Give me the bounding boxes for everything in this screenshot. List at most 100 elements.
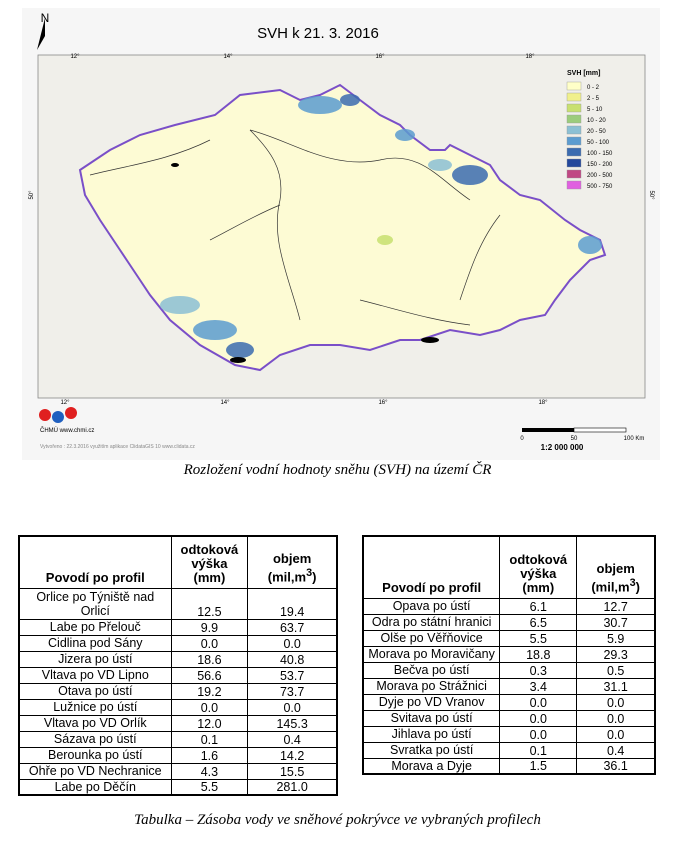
table-cell: 12.0 bbox=[170, 714, 249, 732]
map-title: SVH k 21. 3. 2016 bbox=[257, 25, 379, 42]
country-outline bbox=[78, 83, 607, 372]
scale-bar bbox=[522, 428, 574, 432]
table-cell: 19.4 bbox=[247, 587, 338, 620]
snow-patch bbox=[193, 320, 237, 340]
lake bbox=[421, 337, 439, 343]
table-cell: 0.1 bbox=[499, 741, 578, 759]
table-cell: Vltava po VD Orlík bbox=[18, 714, 172, 732]
table-row: Sázava po ústí 0.1 0.4 bbox=[18, 730, 338, 748]
header-cell: odtoková výška (mm) bbox=[499, 535, 578, 599]
lon-label: 14° bbox=[220, 400, 230, 406]
logo-text: ČHMÚ www.chmi.cz bbox=[40, 427, 94, 434]
north-arrow bbox=[37, 18, 45, 50]
table-row: Jihlava po ústí 0.0 0.0 bbox=[362, 725, 656, 743]
legend-swatch bbox=[566, 147, 582, 157]
legend-title: SVH [mm] bbox=[567, 70, 600, 77]
header-cell: objem (mil,m3) bbox=[247, 535, 338, 589]
table-cell: Labe po Děčín bbox=[18, 778, 172, 796]
table-row: Morava po Moravičany 18.8 29.3 bbox=[362, 645, 656, 663]
table-cell: Svitava po ústí bbox=[362, 709, 501, 727]
table-row: Morava po Strážnici 3.4 31.1 bbox=[362, 677, 656, 695]
table-row: Morava a Dyje 1.5 36.1 bbox=[362, 757, 656, 775]
table-cell: Ohře po VD Nechranice bbox=[18, 762, 172, 780]
header-text: objem (mil,m bbox=[267, 551, 312, 585]
map-caption: Rozložení vodní hodnoty sněhu (SVH) na ú… bbox=[183, 462, 492, 478]
map: N SVH k 21. 3. 2016 SVH [mm] 1:2 000 000… bbox=[29, 11, 654, 452]
table-cell: 5.5 bbox=[499, 629, 578, 647]
table-cell: Otava po ústí bbox=[18, 682, 172, 700]
table-cell: 31.1 bbox=[576, 677, 656, 695]
lat-label: 50° bbox=[648, 190, 654, 200]
table-cell: Jihlava po ústí bbox=[362, 725, 501, 743]
header-text: ) bbox=[312, 569, 317, 585]
legend-label: 50 - 100 bbox=[587, 140, 610, 146]
header-cell: Povodí po profil bbox=[18, 535, 172, 589]
table-cell: 19.2 bbox=[170, 682, 249, 700]
legend-swatch bbox=[566, 81, 582, 91]
header-sup: 3 bbox=[629, 577, 636, 590]
table-caption: Tabulka – Zásoba vody ve sněhové pokrývc… bbox=[134, 812, 541, 828]
table-cell: 0.4 bbox=[576, 741, 656, 759]
table-cell: Opava po ústí bbox=[362, 597, 501, 615]
logo bbox=[52, 411, 64, 423]
table-cell: 12.5 bbox=[170, 587, 249, 620]
table-row: Berounka po ústí 1.6 14.2 bbox=[18, 746, 338, 764]
lakes bbox=[171, 163, 439, 363]
header-row: Povodí po profil odtoková výška (mm) objem… bbox=[18, 535, 338, 589]
lake bbox=[171, 163, 179, 167]
lon-label: 18° bbox=[538, 400, 548, 406]
scale-label: 50 bbox=[571, 436, 578, 442]
snow-patch bbox=[377, 235, 393, 245]
legend-swatch bbox=[566, 169, 582, 179]
table-row: Opava po ústí 6.1 12.7 bbox=[362, 597, 656, 615]
table-cell: 0.0 bbox=[170, 634, 249, 652]
table-cell: 53.7 bbox=[247, 666, 338, 684]
table-cell: Berounka po ústí bbox=[18, 746, 172, 764]
table-cell: Morava a Dyje bbox=[362, 757, 501, 775]
table-row: Vltava po VD Lipno 56.6 53.7 bbox=[18, 666, 338, 684]
table-row: Cidlina pod Sány 0.0 0.0 bbox=[18, 634, 338, 652]
table-cell: 6.5 bbox=[499, 613, 578, 631]
legend-swatch bbox=[566, 92, 582, 102]
table-row: Labe po Přelouč 9.9 63.7 bbox=[18, 618, 338, 636]
river bbox=[359, 299, 471, 326]
table-cell: 0.0 bbox=[499, 693, 578, 711]
header-text: ) bbox=[635, 579, 640, 595]
snow-patch bbox=[298, 96, 342, 114]
table-cell: 0.0 bbox=[576, 725, 656, 743]
table-cell: Cidlina pod Sány bbox=[18, 634, 172, 652]
legend-label: 20 - 50 bbox=[587, 129, 606, 135]
table-cell: Bečva po ústí bbox=[362, 661, 501, 679]
table-cell: Orlice po Týniště nad Orlicí bbox=[18, 587, 172, 620]
table-cell: Labe po Přelouč bbox=[18, 618, 172, 636]
lon-label: 12° bbox=[60, 400, 70, 406]
table-cell: 0.0 bbox=[576, 693, 656, 711]
table-cell: 145.3 bbox=[247, 714, 338, 732]
header-text: objem (mil,m bbox=[591, 561, 635, 595]
table-cell: Odra po státní hranici bbox=[362, 613, 501, 631]
legend-swatch bbox=[566, 180, 582, 190]
table-cell: Vltava po VD Lipno bbox=[18, 666, 172, 684]
table-cell: 0.0 bbox=[247, 698, 338, 716]
legend-label: 5 - 10 bbox=[587, 107, 603, 113]
table-cell: 0.0 bbox=[576, 709, 656, 727]
table-row: Svratka po ústí 0.1 0.4 bbox=[362, 741, 656, 759]
legend-label: 10 - 20 bbox=[587, 118, 606, 124]
legend-swatch bbox=[566, 158, 582, 168]
table-cell: Morava po Strážnici bbox=[362, 677, 501, 695]
header-cell: odtoková výška (mm) bbox=[170, 535, 249, 589]
logo bbox=[39, 409, 51, 421]
table-cell: 9.9 bbox=[170, 618, 249, 636]
table-cell: 0.5 bbox=[576, 661, 656, 679]
snow-patch bbox=[226, 342, 254, 358]
table-row: Orlice po Týniště nad Orlicí 12.5 19.4 bbox=[18, 587, 338, 620]
table-cell: 5.5 bbox=[170, 778, 249, 796]
lon-label: 16° bbox=[375, 54, 385, 60]
legend-swatch bbox=[566, 103, 582, 113]
river bbox=[249, 129, 301, 321]
logo bbox=[65, 407, 77, 419]
table-cell: 30.7 bbox=[576, 613, 656, 631]
table-cell: 73.7 bbox=[247, 682, 338, 700]
lon-label: 16° bbox=[378, 400, 388, 406]
snow-patch bbox=[395, 129, 415, 141]
